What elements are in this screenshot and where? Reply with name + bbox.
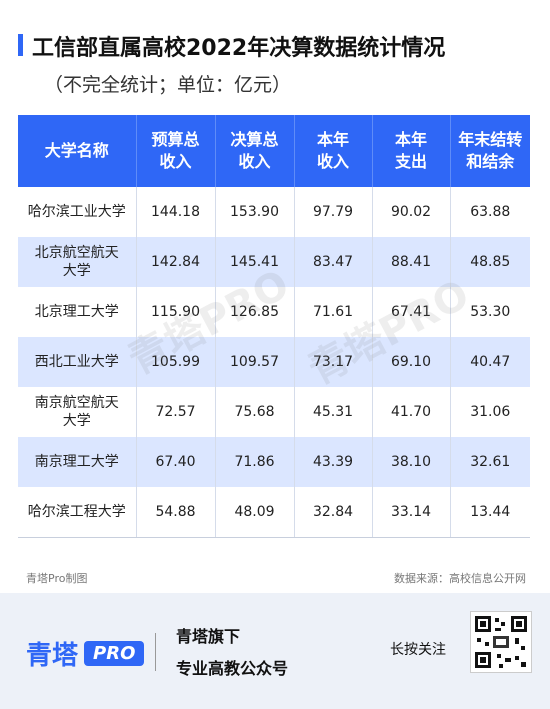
university-name-cell: 哈尔滨工程大学 xyxy=(18,487,137,537)
value-cell: 40.47 xyxy=(450,337,530,387)
value-cell: 31.06 xyxy=(470,404,511,420)
follow-prompt: 长按关注 xyxy=(390,642,446,658)
value-cell: 105.99 xyxy=(136,337,216,387)
table-row: 哈尔滨工业大学 144.18 153.90 97.79 90.02 63.88 xyxy=(18,187,530,237)
university-name-cell: 北京航空航天 大学 xyxy=(18,237,137,287)
value-cell: 126.85 xyxy=(215,287,295,337)
table-row: 南京航空航天 大学 72.57 75.68 45.31 41.70 31.06 xyxy=(18,387,530,437)
value-cell: 88.41 xyxy=(372,237,451,287)
value-cell: 32.61 xyxy=(450,437,530,487)
column-header: 大学名称 xyxy=(18,115,137,187)
value-cell: 71.61 xyxy=(294,287,373,337)
data-source: 数据来源：高校信息公开网 xyxy=(394,572,526,585)
value-cell: 67.41 xyxy=(372,287,451,337)
value-cell: 43.39 xyxy=(294,437,373,487)
value-cell: 33.14 xyxy=(372,487,451,537)
value-cell: 144.18 xyxy=(136,187,216,237)
value-cell: 53.30 xyxy=(470,304,511,320)
value-cell: 54.88 xyxy=(136,487,216,537)
brand-logo: 青塔 PRO xyxy=(26,635,145,672)
data-table: 大学名称 预算总 收入 决算总 收入 本年 收入 本年 支出 年末结转 和结余 哈尔滨工业大学 144… xyxy=(18,115,530,537)
chart-credit: 青塔Pro制图 xyxy=(26,572,88,585)
column-header: 本年 收入 xyxy=(294,115,373,187)
value-cell: 63.88 xyxy=(470,204,511,220)
value-cell: 38.10 xyxy=(372,437,451,487)
university-name-cell: 西北工业大学 xyxy=(18,337,137,387)
column-header: 决算总 收入 xyxy=(215,115,295,187)
slogan-line-1: 青塔旗下 xyxy=(176,627,241,646)
value-cell: 145.41 xyxy=(215,237,295,287)
column-header: 年末结转 和结余 xyxy=(450,115,530,187)
value-cell: 45.31 xyxy=(294,387,373,437)
value-cell: 67.40 xyxy=(136,437,216,487)
university-name-cell: 北京理工大学 xyxy=(18,287,137,337)
qr-code-graphic xyxy=(475,616,527,668)
table-row: 北京航空航天 大学 142.84 145.41 83.47 88.41 48.85 xyxy=(18,237,530,287)
value-cell: 71.86 xyxy=(215,437,295,487)
footer-divider xyxy=(155,633,156,671)
page-subtitle: （不完全统计；单位：亿元） xyxy=(44,74,292,96)
value-cell: 73.17 xyxy=(294,337,373,387)
brand-logo-pro-badge: PRO xyxy=(84,641,145,666)
column-header: 本年 支出 xyxy=(372,115,451,187)
value-cell: 41.70 xyxy=(372,387,451,437)
table-body: 哈尔滨工业大学 144.18 153.90 97.79 90.02 63.88 北京航空航天… xyxy=(18,187,530,537)
value-cell: 153.90 xyxy=(215,187,295,237)
column-header: 预算总 收入 xyxy=(136,115,216,187)
value-cell: 83.47 xyxy=(294,237,373,287)
value-cell: 48.85 xyxy=(450,237,530,287)
value-cell: 72.57 xyxy=(136,387,216,437)
footer-banner: 青塔 PRO 青塔旗下 专业高教公众号 长按关注 xyxy=(0,593,550,709)
data-table-container: 大学名称 预算总 收入 决算总 收入 本年 收入 本年 支出 年末结转 和结余 哈尔滨工业大学 144… xyxy=(18,115,530,538)
table-header-row: 大学名称 预算总 收入 决算总 收入 本年 收入 本年 支出 年末结转 和结余 xyxy=(18,115,530,187)
table-row: 南京理工大学 67.40 71.86 43.39 38.10 32.61 xyxy=(18,437,530,487)
value-cell: 142.84 xyxy=(136,237,216,287)
university-name-cell: 南京航空航天 大学 xyxy=(18,387,137,437)
value-cell: 109.57 xyxy=(215,337,295,387)
qr-code-icon[interactable] xyxy=(470,611,532,673)
value-cell: 75.68 xyxy=(215,387,295,437)
table-row: 北京理工大学 115.90 126.85 71.61 67.41 53.30 xyxy=(18,287,530,337)
title-accent-bar xyxy=(18,34,23,56)
value-cell: 48.09 xyxy=(215,487,295,537)
value-cell: 32.84 xyxy=(294,487,373,537)
university-name-cell: 哈尔滨工业大学 xyxy=(18,187,137,237)
table-bottom-border xyxy=(18,537,530,538)
table-row: 西北工业大学 105.99 109.57 73.17 69.10 40.47 xyxy=(18,337,530,387)
university-name-cell: 南京理工大学 xyxy=(18,437,137,487)
brand-logo-text: 青塔 xyxy=(26,641,79,671)
slogan-line-2: 专业高教公众号 xyxy=(176,659,289,678)
value-cell: 115.90 xyxy=(136,287,216,337)
value-cell: 90.02 xyxy=(372,187,451,237)
value-cell: 13.44 xyxy=(470,504,511,520)
page-title: 工信部直属高校2022年决算数据统计情况 xyxy=(32,36,446,61)
value-cell: 97.79 xyxy=(294,187,373,237)
value-cell: 69.10 xyxy=(372,337,451,387)
table-row: 哈尔滨工程大学 54.88 48.09 32.84 33.14 13.44 xyxy=(18,487,530,537)
